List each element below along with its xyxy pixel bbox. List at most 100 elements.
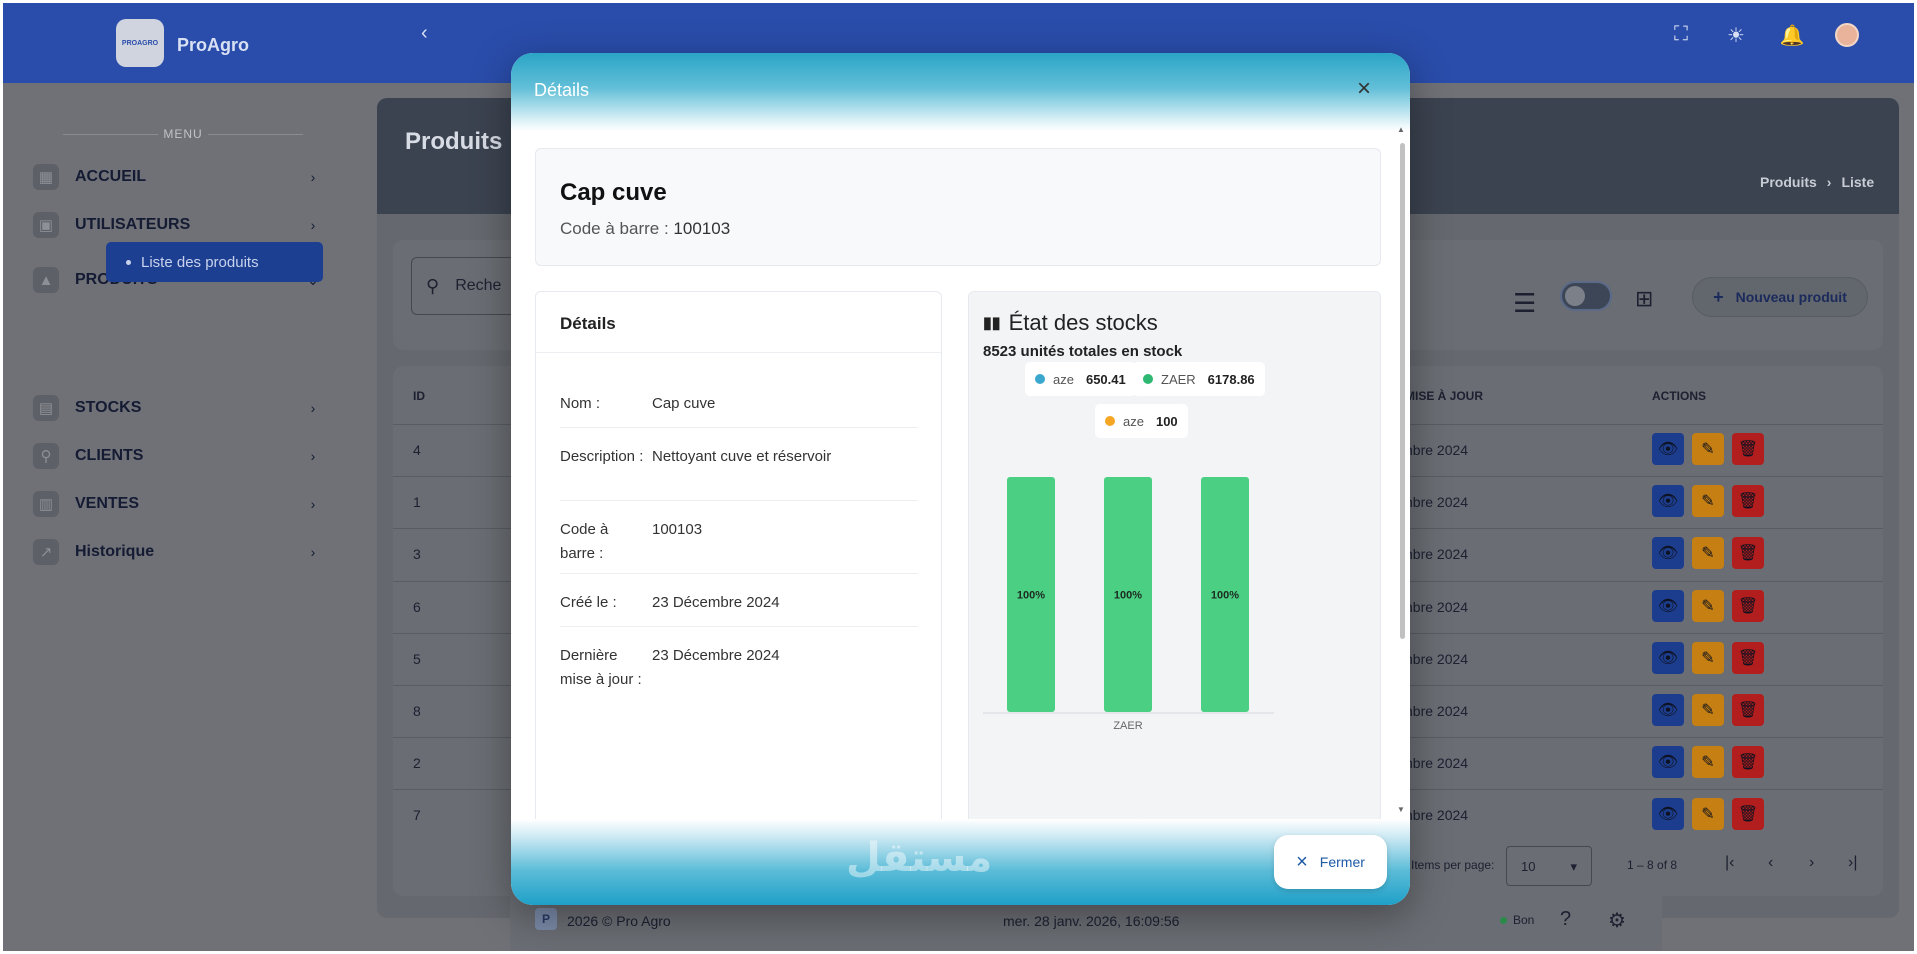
cell-id: 5 — [413, 650, 421, 667]
sidebar-item-ventes[interactable]: ▥ VENTES › — [33, 487, 323, 521]
menu-label: MENU — [63, 127, 303, 141]
edit-pencil-icon[interactable]: ✎ — [1692, 641, 1724, 674]
legend-entry[interactable]: aze 650.41 — [1025, 362, 1136, 396]
field-value-updated: 23 Décembre 2024 — [652, 647, 780, 664]
first-page-icon[interactable]: |‹ — [1725, 854, 1735, 871]
close-modal-button[interactable]: × Fermer — [1274, 835, 1387, 889]
collapse-sidebar-icon[interactable]: ‹ — [421, 22, 428, 44]
view-eye-icon[interactable]: 👁 — [1652, 746, 1684, 779]
chart-bar[interactable] — [1104, 477, 1152, 712]
breadcrumb-produits[interactable]: Produits — [1760, 174, 1817, 190]
cell-updated: nbre 2024 — [1405, 650, 1469, 667]
view-eye-icon[interactable]: 👁 — [1652, 589, 1684, 622]
footer-logo: P — [535, 908, 557, 930]
chevron-right-icon: › — [310, 544, 316, 560]
last-page-icon[interactable]: ›| — [1848, 854, 1858, 871]
edit-pencil-icon[interactable]: ✎ — [1692, 746, 1724, 779]
pagination-range: 1 – 8 of 8 — [1627, 858, 1678, 872]
sidebar-item-utilisateurs[interactable]: ▣ UTILISATEURS › — [33, 208, 323, 242]
legend-entry[interactable]: aze 100 — [1095, 404, 1188, 438]
delete-trash-icon[interactable]: 🗑 — [1732, 746, 1764, 779]
user-avatar[interactable] — [1835, 23, 1859, 47]
stock-subtitle: 8523 unités totales en stock — [983, 343, 1183, 360]
sidebar-item-stocks[interactable]: ▤ STOCKS › — [33, 391, 323, 425]
divider — [560, 573, 918, 574]
legend-name: aze — [1053, 371, 1074, 387]
search-icon: ⚲ — [426, 275, 440, 296]
watermark-logo: مستقل — [846, 835, 992, 881]
details-title: Détails — [560, 314, 616, 333]
edit-pencil-icon[interactable]: ✎ — [1692, 537, 1724, 570]
delete-trash-icon[interactable]: 🗑 — [1732, 485, 1764, 518]
new-product-button[interactable]: + Nouveau produit — [1692, 277, 1868, 317]
svg-text:مستقل: مستقل — [846, 835, 992, 881]
view-eye-icon[interactable]: 👁 — [1652, 694, 1684, 726]
modal-footer: مستقل — [511, 819, 1410, 905]
scroll-up-arrow-icon[interactable]: ▲ — [1397, 125, 1405, 134]
legend-name: aze — [1123, 413, 1144, 429]
delete-trash-icon[interactable]: 🗑 — [1732, 641, 1764, 674]
x-tick-label: ZAER — [1113, 720, 1142, 732]
chart-bar[interactable] — [1201, 477, 1249, 712]
theme-toggle-icon[interactable]: ☀ — [1727, 25, 1745, 47]
divider — [560, 500, 918, 501]
view-eye-icon[interactable]: 👁 — [1652, 485, 1684, 518]
scrollbar-thumb[interactable] — [1400, 143, 1405, 639]
cell-id: 6 — [413, 598, 421, 615]
edit-pencil-icon[interactable]: ✎ — [1692, 798, 1724, 831]
sidebar-item-clients[interactable]: ⚲ CLIENTS › — [33, 439, 323, 473]
delete-trash-icon[interactable]: 🗑 — [1732, 433, 1764, 465]
cell-updated: nbre 2024 — [1405, 598, 1469, 615]
grid-view-icon[interactable]: ⊞ — [1635, 286, 1654, 311]
status-dot — [1500, 916, 1507, 924]
close-icon[interactable]: × — [1357, 75, 1372, 102]
col-header-id[interactable]: ID — [413, 389, 425, 403]
search-placeholder: Reche — [455, 277, 502, 294]
field-value-nom: Cap cuve — [652, 395, 716, 412]
items-per-page-select[interactable]: 10 ▾ — [1506, 846, 1592, 886]
edit-pencil-icon[interactable]: ✎ — [1692, 485, 1724, 518]
view-eye-icon[interactable]: 👁 — [1652, 641, 1684, 674]
sidebar-item-label: STOCKS — [75, 399, 142, 416]
delete-trash-icon[interactable]: 🗑 — [1732, 589, 1764, 622]
legend-entry[interactable]: ZAER 6178.86 — [1133, 362, 1265, 396]
close-button-label: Fermer — [1319, 854, 1365, 870]
view-eye-icon[interactable]: 👁 — [1652, 433, 1684, 465]
chart-bar[interactable] — [1007, 477, 1055, 712]
sidebar-item-historique[interactable]: ↗ Historique › — [33, 535, 323, 569]
settings-gear-icon[interactable]: ⚙ — [1608, 910, 1626, 932]
chevron-right-icon: › — [1826, 174, 1832, 190]
notification-bell-icon[interactable]: 🔔 — [1779, 25, 1805, 47]
help-icon[interactable]: ? — [1560, 908, 1572, 930]
subitem-label: Liste des produits — [141, 253, 259, 271]
view-eye-icon[interactable]: 👁 — [1652, 537, 1684, 570]
edit-pencil-icon[interactable]: ✎ — [1692, 694, 1724, 726]
view-toggle[interactable] — [1560, 281, 1612, 311]
edit-pencil-icon[interactable]: ✎ — [1692, 589, 1724, 622]
sidebar-item-accueil[interactable]: ▦ ACCUEIL › — [33, 160, 323, 194]
chevron-right-icon: › — [310, 496, 316, 512]
scroll-down-arrow-icon[interactable]: ▼ — [1397, 805, 1405, 814]
cell-updated: nbre 2024 — [1405, 494, 1469, 511]
bar-data-label: 100% — [1114, 590, 1142, 602]
footer-copyright: 2026 © Pro Agro — [567, 913, 671, 929]
delete-trash-icon[interactable]: 🗑 — [1732, 798, 1764, 831]
sidebar-subitem-liste-produits[interactable]: Liste des produits — [106, 242, 323, 282]
next-page-icon[interactable]: › — [1809, 854, 1815, 871]
toggle-knob — [1565, 286, 1585, 306]
shapes-icon: ▲ — [33, 267, 59, 293]
brand-name: ProAgro — [177, 35, 249, 55]
view-eye-icon[interactable]: 👁 — [1652, 798, 1684, 831]
col-header-date[interactable]: MISE À JOUR — [1405, 389, 1484, 403]
brand-logo[interactable]: PROAGRO — [116, 19, 164, 67]
status-indicator: Bon — [1500, 913, 1534, 927]
field-label-description: Description : — [560, 448, 644, 465]
list-view-icon[interactable]: ☰ — [1513, 288, 1537, 318]
client-search-icon: ⚲ — [33, 443, 59, 469]
cell-id: 1 — [413, 494, 421, 511]
fullscreen-icon[interactable]: ⛶ — [1674, 23, 1688, 45]
delete-trash-icon[interactable]: 🗑 — [1732, 694, 1764, 726]
delete-trash-icon[interactable]: 🗑 — [1732, 537, 1764, 570]
edit-pencil-icon[interactable]: ✎ — [1692, 433, 1724, 465]
prev-page-icon[interactable]: ‹ — [1768, 854, 1774, 871]
